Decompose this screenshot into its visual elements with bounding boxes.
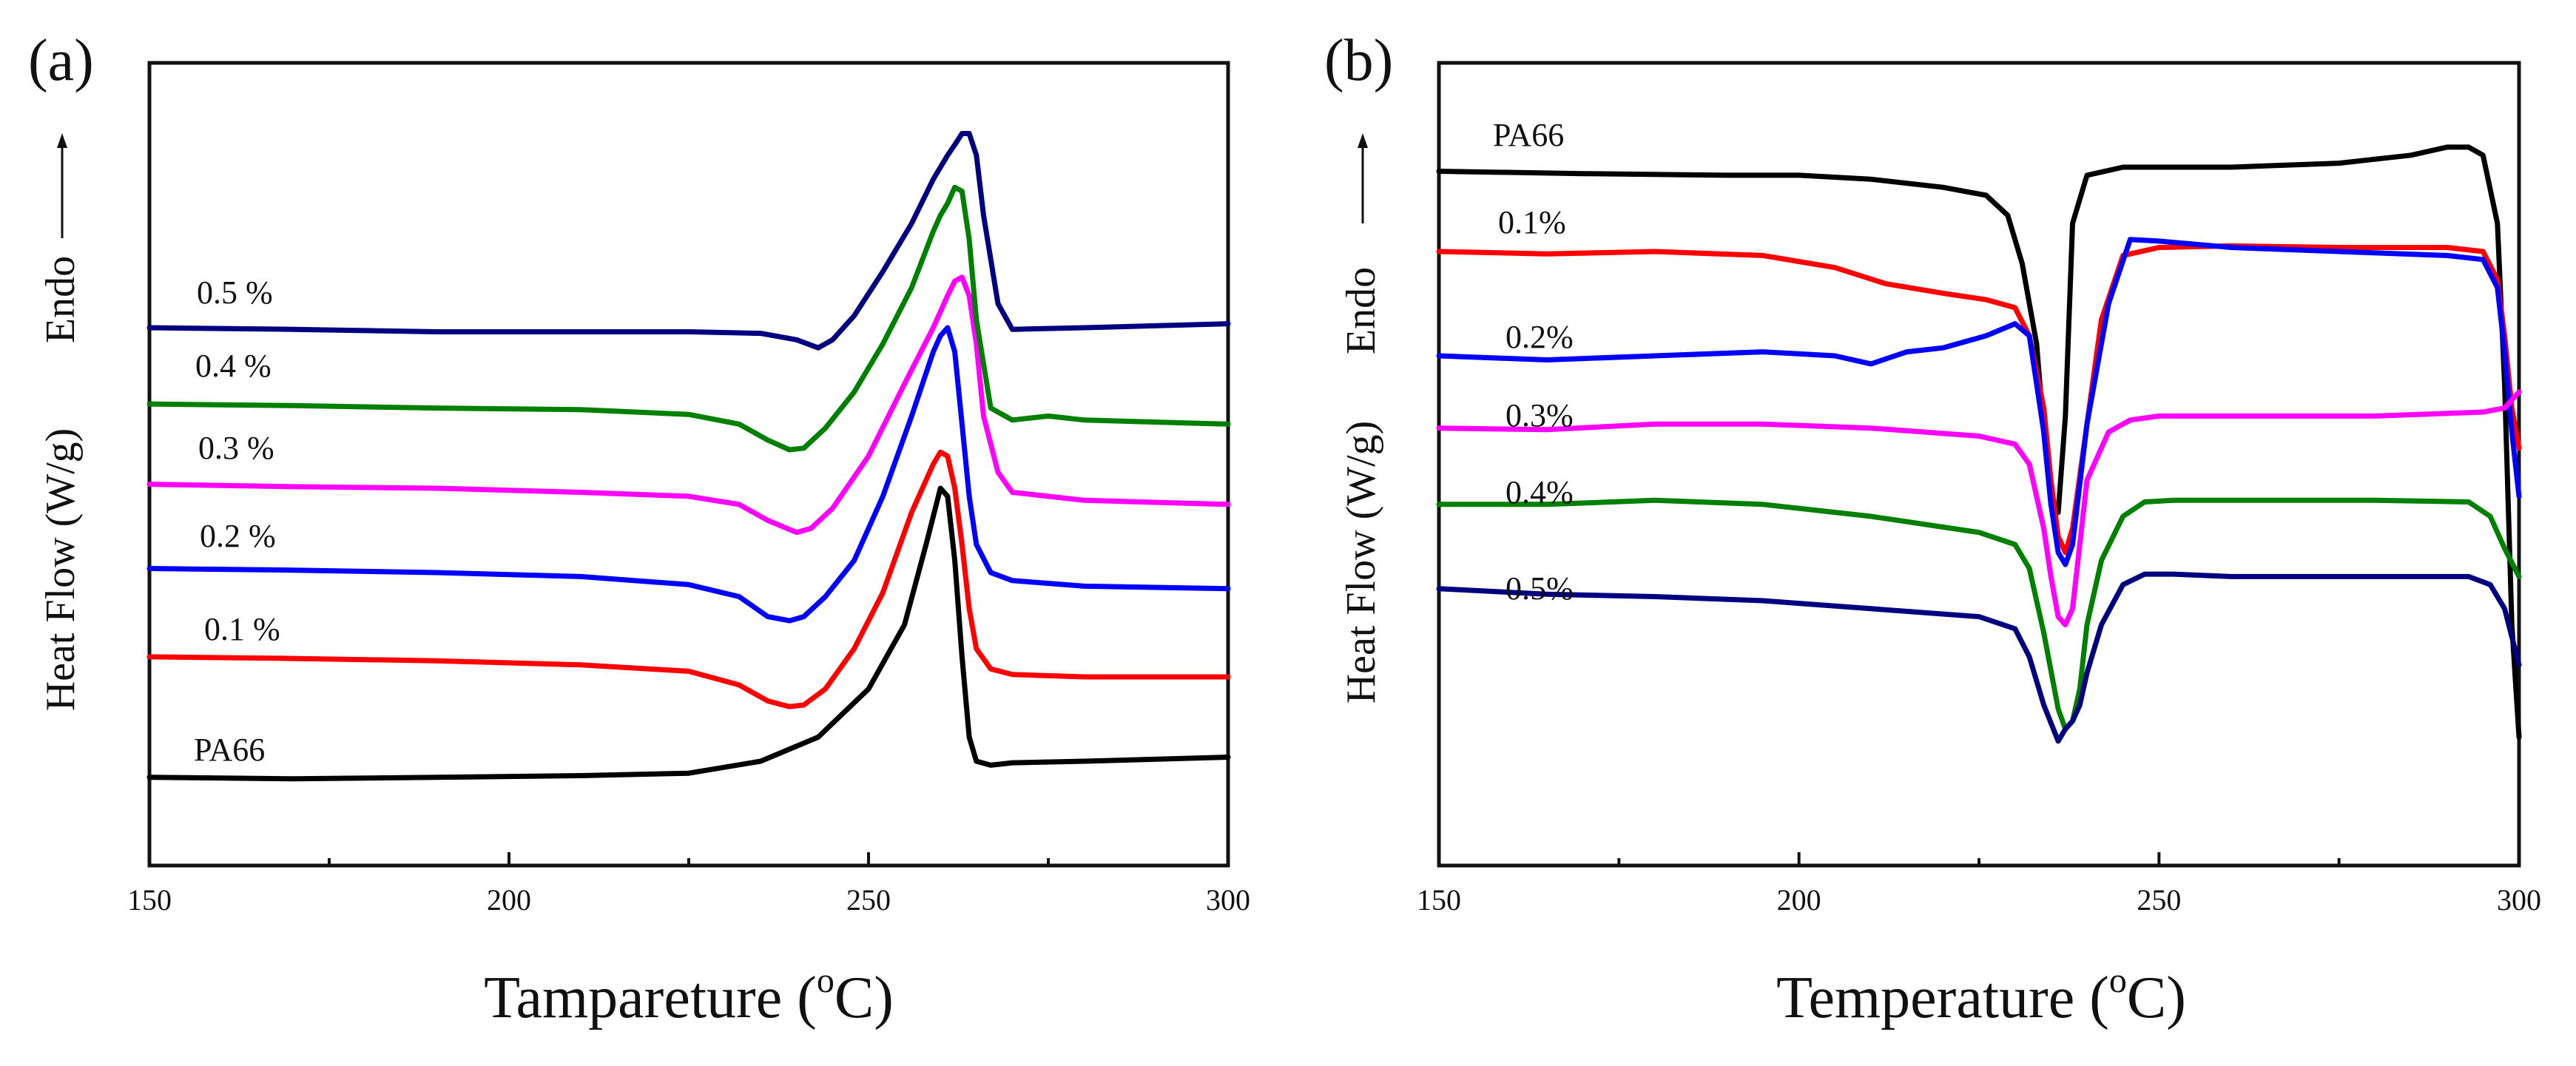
panel-b-x-tick-label-300: 300 xyxy=(2497,883,2541,917)
panel-a-x-tick-label-300: 300 xyxy=(1206,883,1250,917)
panel-a-series-line-0-1 xyxy=(146,449,1231,709)
panel-a-series-label-0-2: 0.2 % xyxy=(200,518,276,554)
panel-a-series-label-pa66: PA66 xyxy=(194,732,265,768)
panel-a-series-label-0-4: 0.4 % xyxy=(195,348,272,384)
panel-b-plot-frame xyxy=(1437,61,2521,868)
panel-a-chart: (a) 150 200 250 300 PA66 0.1 % 0.2 % 0.3 % … xyxy=(28,28,1250,1030)
panel-b-series-line-0-4 xyxy=(1436,497,2522,732)
panel-a-x-axis-title: Tampareture (oC) xyxy=(484,961,894,1030)
panel-b-x-tick-label-150: 150 xyxy=(1417,883,1461,917)
panel-a-series-line-0-4 xyxy=(146,184,1231,453)
panel-b-endo-arrow-icon xyxy=(1358,133,1368,148)
panel-b-y-axis-title: Heat Flow (W/g) xyxy=(1338,421,1384,704)
panel-a-series-line-0-2 xyxy=(146,325,1231,624)
panel-b-x-tick-label-200: 200 xyxy=(1777,883,1821,917)
panel-a-curves xyxy=(146,131,1231,782)
panel-a-endo-arrow-icon xyxy=(57,133,67,148)
panel-b-series-line-0-3 xyxy=(1436,389,2522,627)
panel-b-curves xyxy=(1436,144,2522,744)
panel-a-series-label-0-5: 0.5 % xyxy=(197,274,273,311)
panel-b-series-label-pa66: PA66 xyxy=(1493,117,1564,153)
panel-a-y-axis-title: Heat Flow (W/g) xyxy=(38,428,84,712)
panel-a-series-line-pa66 xyxy=(146,485,1231,782)
panel-b-x-tick-label-250: 250 xyxy=(2137,883,2181,917)
panel-b-series-label-0-1: 0.1% xyxy=(1498,204,1566,240)
panel-b-x-axis-title-superscript: o xyxy=(2109,961,2127,1000)
panel-a-x-axis-title-end: C) xyxy=(834,965,894,1030)
panel-b-series-label-0-3: 0.3% xyxy=(1506,397,1574,434)
panel-b-series-label-0-4: 0.4% xyxy=(1506,474,1574,510)
panel-b-series-label-0-5: 0.5% xyxy=(1506,570,1574,607)
panel-a-series-label-0-1: 0.1 % xyxy=(204,611,280,647)
panel-a-x-tick-label-250: 250 xyxy=(846,883,891,917)
panel-b-chart: (b) 150 200 250 300 PA66 0.1% 0.2% 0.3% 0.4… xyxy=(1324,28,2541,1030)
panel-b-endo-label: Endo xyxy=(1338,267,1384,354)
panel-a-x-axis-title-superscript: o xyxy=(817,961,834,1000)
panel-b-x-axis-title-main: Temperature ( xyxy=(1776,965,2109,1030)
panel-b-series-line-0-5 xyxy=(1436,571,2522,744)
panel-a-endo-label: Endo xyxy=(38,256,84,343)
panel-a-series-line-0-3 xyxy=(146,274,1231,536)
panel-a-label: (a) xyxy=(28,28,94,93)
panel-b-x-axis-title-end: C) xyxy=(2127,965,2186,1030)
panel-a-x-tick-label-200: 200 xyxy=(487,883,531,917)
panel-b-series-label-0-2: 0.2% xyxy=(1506,319,1574,355)
panel-a-series-line-0-5 xyxy=(146,131,1231,351)
panel-a-plot-frame xyxy=(147,61,1230,868)
panel-b-x-axis-title: Temperature (oC) xyxy=(1776,961,2186,1030)
panel-b-series-line-0-2 xyxy=(1436,237,2522,567)
panel-a-x-axis-title-main: Tampareture ( xyxy=(484,965,817,1030)
panel-b-label: (b) xyxy=(1324,28,1393,93)
panel-b-series-line-pa66 xyxy=(1436,144,2522,740)
panel-b-ticks: 150 200 250 300 xyxy=(1417,852,2541,917)
panel-b-series-line-0-1 xyxy=(1436,243,2522,556)
panel-a-x-tick-label-150: 150 xyxy=(127,883,172,917)
panel-a-series-label-0-3: 0.3 % xyxy=(198,430,274,466)
panel-a-ticks: 150 200 250 300 xyxy=(127,852,1250,917)
